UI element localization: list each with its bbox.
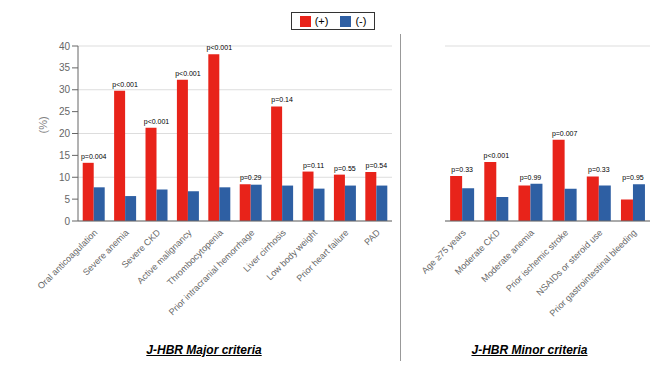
svg-text:p=0.29: p=0.29 xyxy=(240,174,262,182)
svg-text:30: 30 xyxy=(59,84,71,95)
svg-text:p<0.001: p<0.001 xyxy=(207,44,233,52)
svg-text:35: 35 xyxy=(59,62,71,73)
svg-text:Thrombocytopenia: Thrombocytopenia xyxy=(165,228,225,288)
svg-text:5: 5 xyxy=(64,194,70,205)
svg-text:p=0.007: p=0.007 xyxy=(552,130,578,138)
svg-text:p=0.55: p=0.55 xyxy=(334,165,356,173)
svg-text:Severe anemia: Severe anemia xyxy=(81,228,131,278)
svg-text:PAD: PAD xyxy=(362,227,382,247)
svg-text:p<0.001: p<0.001 xyxy=(112,81,138,89)
svg-text:Prior heart failure: Prior heart failure xyxy=(295,228,351,284)
svg-text:Severe CKD: Severe CKD xyxy=(119,227,163,270)
svg-text:p<0.001: p<0.001 xyxy=(144,118,170,126)
svg-text:Oral anticoagulation: Oral anticoagulation xyxy=(36,228,100,292)
html-text:J-HBR Major criteria: J-HBR Major criteria xyxy=(146,343,262,357)
svg-text:(%): (%) xyxy=(37,116,49,133)
svg-text:p<0.001: p<0.001 xyxy=(175,70,201,78)
svg-text:Prior gastrointestinal bleedin: Prior gastrointestinal bleeding xyxy=(548,228,639,319)
svg-text:p<0.001: p<0.001 xyxy=(484,152,510,160)
svg-text:p=0.14: p=0.14 xyxy=(271,96,293,104)
svg-text:p=0.11: p=0.11 xyxy=(303,162,324,170)
svg-text:NSAIDs or steroid use: NSAIDs or steroid use xyxy=(534,228,604,298)
svg-text:Age ≥75 years: Age ≥75 years xyxy=(419,227,468,276)
svg-text:p=0.33: p=0.33 xyxy=(588,166,610,174)
svg-text:p=0.95: p=0.95 xyxy=(622,174,644,182)
svg-text:p=0.004: p=0.004 xyxy=(81,153,107,161)
svg-text:Moderate CKD: Moderate CKD xyxy=(452,227,502,277)
svg-text:Prior intracranial hemorrhage: Prior intracranial hemorrhage xyxy=(167,228,256,317)
html-text:J-HBR Minor criteria: J-HBR Minor criteria xyxy=(471,343,588,357)
svg-text:p=0.33: p=0.33 xyxy=(451,166,473,174)
svg-text:25: 25 xyxy=(59,106,71,117)
svg-text:20: 20 xyxy=(59,128,71,139)
svg-text:40: 40 xyxy=(59,41,71,52)
svg-text:Liver cirrhosis: Liver cirrhosis xyxy=(241,227,288,274)
svg-text:Moderate anemia: Moderate anemia xyxy=(479,227,537,285)
svg-text:Prior ischemic stroke: Prior ischemic stroke xyxy=(504,228,570,294)
svg-text:Active malignancy: Active malignancy xyxy=(135,227,194,286)
svg-text:p=0.99: p=0.99 xyxy=(520,174,542,182)
svg-text:p=0.54: p=0.54 xyxy=(366,162,388,170)
svg-text:15: 15 xyxy=(59,150,71,161)
svg-text:Low body weight: Low body weight xyxy=(264,227,320,283)
svg-text:10: 10 xyxy=(59,172,71,183)
svg-text:0: 0 xyxy=(64,216,70,227)
